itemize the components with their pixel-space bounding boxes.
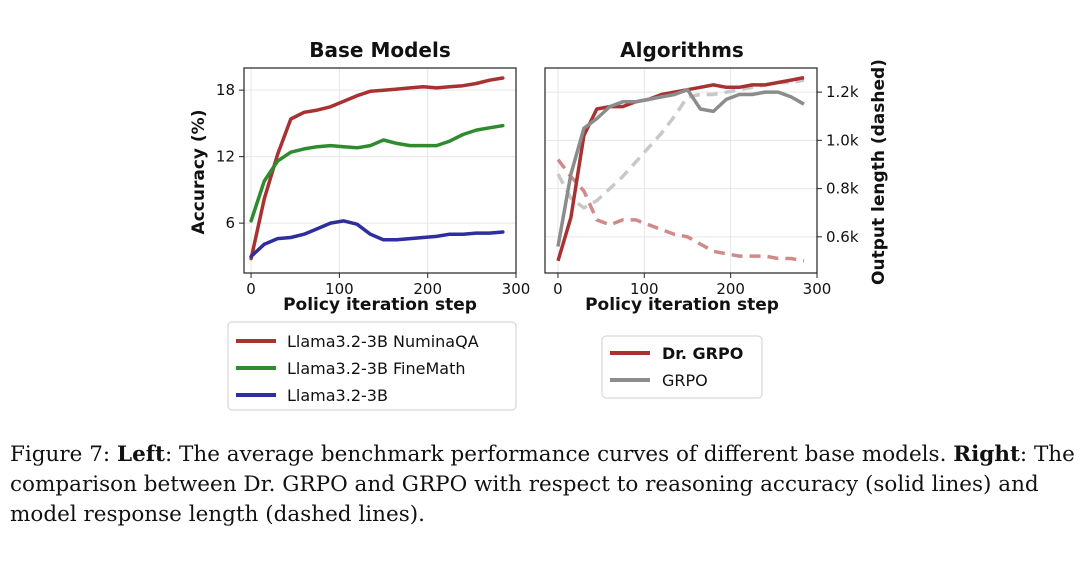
right-x-tick-label: 0 (553, 280, 563, 298)
right-y-tick-label: 0.8k (826, 180, 859, 198)
right-series-line-1 (556, 87, 805, 247)
right-series-line-2 (556, 158, 805, 263)
right-y-tick-label: 1.2k (826, 83, 859, 101)
caption-left-label: Left (117, 442, 165, 467)
left-x-tick-label: 300 (502, 280, 531, 298)
left-title: Base Models (309, 38, 450, 62)
caption-right-label: Right (953, 442, 1020, 467)
left-y-tick-label: 6 (225, 214, 235, 232)
right-x-ticks: 0 100 200 300 (553, 273, 831, 298)
left-plot-frame (243, 67, 517, 274)
right-y-axis-label: Output length (dashed) (869, 59, 889, 285)
right-panel: Algorithms 0 100 200 300 0.6k 0.8k 1.0k 1.2k P… (544, 38, 889, 399)
figure: Base Models 0 100 200 300 6 12 18 Policy iter… (189, 38, 889, 411)
left-gridlines (244, 68, 517, 273)
right-legend: Dr. GRPO GRPO (601, 335, 763, 399)
right-x-tick-label: 200 (716, 280, 745, 298)
left-legend: Llama3.2-3B NuminaQA Llama3.2-3B FineMat… (227, 321, 517, 411)
left-x-tick-label: 0 (246, 280, 256, 298)
right-x-tick-label: 300 (803, 280, 832, 298)
right-y-tick-label: 1.0k (826, 131, 859, 149)
right-title: Algorithms (620, 38, 744, 62)
right-x-tick-label: 100 (630, 280, 659, 298)
right-gridlines (545, 68, 818, 273)
right-plot-frame (544, 67, 818, 274)
right-x-axis-label: Policy iteration step (585, 295, 779, 315)
left-series-line-2 (249, 219, 505, 259)
legend-label-finemath: Llama3.2-3B FineMath (287, 359, 466, 378)
caption-left-text: : The average benchmark performance curv… (164, 442, 954, 467)
left-plot-lines (249, 76, 505, 261)
left-x-tick-label: 200 (413, 280, 442, 298)
right-y-ticks: 0.6k 0.8k 1.0k 1.2k (817, 83, 859, 246)
left-y-ticks: 6 12 18 (216, 81, 244, 232)
right-y-tick-label: 0.6k (826, 228, 859, 246)
caption-right-text: : The comparison between Dr. GRPO and GR… (10, 442, 1075, 527)
right-plot-lines (556, 75, 805, 263)
left-series-line-1 (249, 123, 505, 223)
left-panel: Base Models 0 100 200 300 6 12 18 Policy iter… (189, 38, 530, 411)
figure-caption: Figure 7: Left: The average benchmark pe… (10, 440, 1075, 530)
left-x-axis-label: Policy iteration step (283, 295, 477, 315)
legend-label-grpo: GRPO (662, 371, 708, 390)
left-x-tick-label: 100 (325, 280, 354, 298)
left-y-tick-label: 18 (216, 81, 235, 99)
left-y-tick-label: 12 (216, 148, 235, 166)
left-legend-frame (227, 321, 517, 411)
caption-prefix: Figure 7: (10, 442, 117, 467)
legend-label-base: Llama3.2-3B (287, 386, 388, 405)
left-y-axis-label: Accuracy (%) (189, 110, 209, 235)
legend-label-dr-grpo: Dr. GRPO (662, 344, 743, 363)
legend-label-numinaqa: Llama3.2-3B NuminaQA (287, 332, 479, 351)
left-x-ticks: 0 100 200 300 (246, 273, 530, 298)
left-series-line-0 (249, 76, 505, 261)
